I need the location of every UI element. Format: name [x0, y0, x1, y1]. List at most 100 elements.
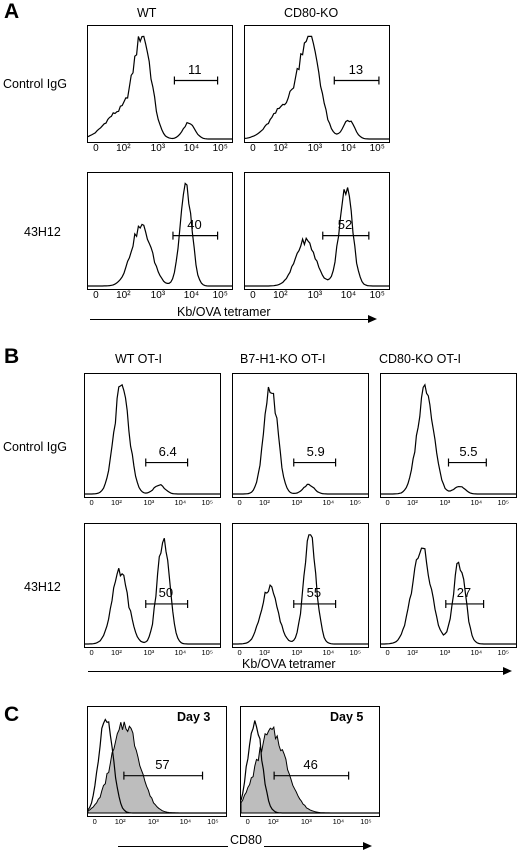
axis-tick-label: 10⁵	[497, 648, 509, 657]
histogram-plot	[84, 373, 221, 498]
histogram-svg	[85, 383, 220, 495]
axis-tick-label: 10⁴	[179, 817, 192, 826]
histogram-svg	[85, 537, 220, 645]
histogram-line	[85, 537, 220, 645]
axis-tick-label: 10²	[111, 498, 122, 507]
axis-tick-label: 10⁴	[332, 817, 345, 826]
axis-tick-label: 10²	[407, 648, 418, 657]
gate-percentage: 5.9	[306, 443, 325, 459]
panel-a-letter: A	[4, 0, 20, 23]
histogram-line	[233, 534, 368, 645]
axis-tick-label: 10³	[307, 290, 323, 301]
gate-percentage: 40	[187, 216, 202, 232]
panel-a-axis-label: Kb/OVA tetramer	[175, 305, 273, 319]
axis-tick-label: 0	[245, 817, 250, 826]
histogram-svg	[381, 383, 516, 495]
axis-tick-label: 10⁴	[322, 498, 335, 507]
axis-tick-label: 10²	[116, 143, 131, 154]
gate-percentage: 6.4	[158, 443, 177, 459]
axis-tick-label: 10²	[111, 648, 122, 657]
axis-tick-label: 0	[385, 648, 390, 657]
panel-b-col-cd80ko: CD80-KO OT-I	[379, 352, 461, 366]
axis-tick-label: 10⁴	[183, 290, 200, 301]
day-label: Day 3	[177, 710, 211, 724]
panel-b-row-control: Control IgG	[3, 440, 67, 454]
histogram-line	[85, 383, 220, 495]
axis-tick-label: 10⁴	[174, 648, 187, 657]
axis-tick-label: 10⁵	[360, 817, 372, 826]
histogram-line	[88, 182, 232, 287]
panel-b-axis-arrow	[88, 671, 503, 672]
axis-tick-label: 10⁴	[470, 498, 483, 507]
histogram-line	[88, 718, 226, 814]
panel-b-axis-arrowhead	[503, 667, 512, 675]
axis-tick-label: 10⁴	[340, 290, 357, 301]
histogram-plot	[84, 523, 221, 648]
panel-a-axis-arrow	[90, 319, 368, 320]
gate-bar	[293, 599, 337, 608]
axis-tick-label: 10²	[267, 817, 279, 826]
histogram-line	[88, 35, 232, 140]
histogram-plot	[380, 373, 517, 498]
histogram-plot	[232, 373, 369, 498]
axis-tick-label: 10⁵	[349, 498, 361, 507]
axis-tick-label: 10⁵	[212, 143, 228, 154]
gate-bar	[123, 771, 204, 780]
panel-a-col-cd80ko: CD80-KO	[284, 6, 339, 20]
panel-b-axis-label: Kb/OVA tetramer	[240, 657, 338, 671]
axis-tick-label: 10⁴	[183, 143, 200, 154]
axis-tick-label: 10³	[300, 817, 312, 826]
axis-tick-label: 10⁵	[369, 143, 385, 154]
axis-tick-label: 10²	[116, 290, 131, 301]
panel-b-row-43h12: 43H12	[24, 580, 61, 594]
day-label: Day 5	[330, 710, 364, 724]
gate-percentage: 55	[306, 584, 322, 600]
histogram-plot	[87, 706, 227, 817]
histogram-line	[245, 35, 389, 140]
axis-tick-label: 0	[89, 498, 94, 507]
axis-tick-label: 10³	[143, 498, 155, 507]
axis-tick-label: 10³	[150, 143, 166, 154]
axis-tick-label: 10³	[150, 290, 166, 301]
axis-tick-label: 10²	[259, 498, 270, 507]
panel-a-col-wt: WT	[137, 6, 157, 20]
axis-tick-label: 0	[250, 290, 256, 301]
histogram-plot	[240, 706, 380, 817]
axis-tick-label: 0	[250, 143, 256, 154]
panel-b-letter: B	[4, 345, 20, 368]
gate-bar	[145, 458, 189, 467]
gate-bar	[447, 458, 487, 467]
axis-tick-label: 10³	[439, 498, 451, 507]
histogram-svg	[233, 534, 368, 645]
axis-tick-label: 10⁵	[201, 498, 213, 507]
axis-tick-label: 10²	[407, 498, 418, 507]
histogram-plot	[244, 25, 390, 143]
axis-tick-label: 0	[89, 648, 94, 657]
axis-tick-label: 10³	[291, 648, 303, 657]
gate-bar	[273, 771, 350, 780]
gate-percentage: 11	[188, 61, 202, 77]
axis-tick-label: 10³	[147, 817, 159, 826]
panel-c-axis-arrowhead	[363, 842, 372, 850]
histogram-svg	[88, 718, 226, 814]
axis-tick-label: 10⁵	[369, 290, 385, 301]
histogram-plot	[87, 172, 233, 290]
gate-percentage: 52	[337, 216, 353, 232]
histogram-svg	[233, 386, 368, 495]
histogram-svg	[88, 182, 232, 287]
gate-percentage: 57	[155, 756, 170, 772]
histogram-plot	[87, 25, 233, 143]
histogram-line	[245, 187, 389, 287]
axis-tick-label: 10⁴	[174, 498, 187, 507]
axis-tick-label: 10⁵	[212, 290, 228, 301]
histogram-plot	[244, 172, 390, 290]
gate-percentage: 46	[303, 756, 318, 772]
gate-bar	[293, 458, 337, 467]
gate-percentage: 27	[456, 584, 472, 600]
gate-percentage: 5.5	[459, 443, 478, 459]
axis-tick-label: 10⁵	[207, 817, 219, 826]
axis-tick-label: 0	[237, 498, 242, 507]
axis-tick-label: 0	[93, 143, 99, 154]
axis-tick-label: 10³	[291, 498, 303, 507]
axis-tick-label: 10²	[259, 648, 270, 657]
